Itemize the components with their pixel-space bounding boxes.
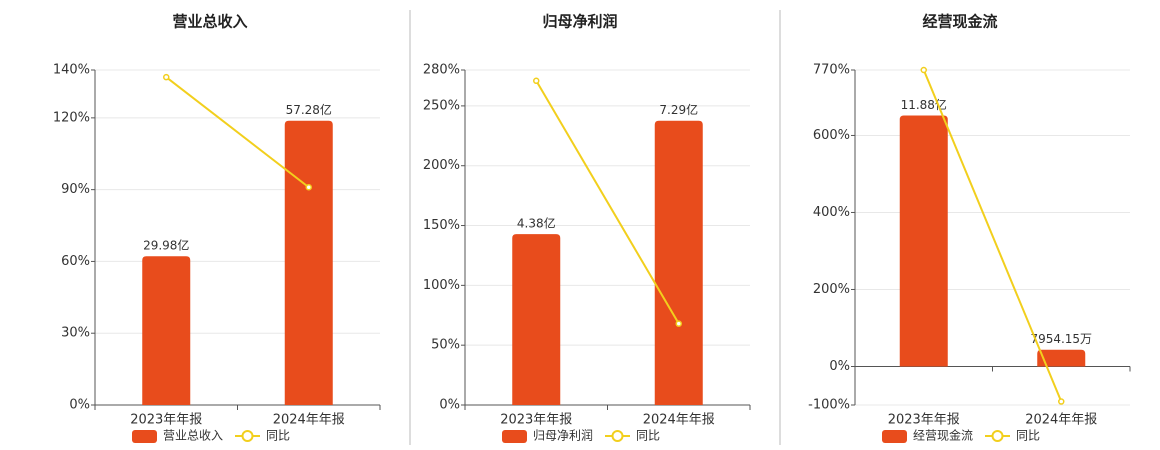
data-label: 11.88亿 bbox=[901, 97, 947, 112]
line bbox=[535, 80, 680, 325]
legend-label: 同比 bbox=[1016, 429, 1040, 443]
y-tick-label: 90% bbox=[61, 182, 90, 197]
y-tick-label: 30% bbox=[61, 326, 90, 341]
legend-label: 同比 bbox=[266, 429, 290, 443]
y-tick-label: 0% bbox=[439, 398, 460, 413]
line bbox=[922, 69, 1063, 402]
legend-label: 同比 bbox=[636, 429, 660, 443]
data-label: 7.29亿 bbox=[659, 102, 698, 117]
y-tick-label: 250% bbox=[423, 98, 460, 113]
y-tick-label: 200% bbox=[813, 282, 850, 297]
y-tick-label: 0% bbox=[69, 398, 90, 413]
data-label: 57.28亿 bbox=[286, 102, 332, 117]
x-tick-label: 2024年年报 bbox=[273, 413, 345, 428]
y-tick-label: 400% bbox=[813, 205, 850, 220]
point bbox=[920, 66, 927, 74]
bar bbox=[1037, 349, 1086, 367]
point bbox=[675, 320, 682, 327]
legend-swatch bbox=[991, 430, 1004, 442]
y-tick-label: 50% bbox=[431, 338, 460, 353]
legend-swatch bbox=[502, 430, 527, 443]
legend-label: 经营现金流 bbox=[913, 428, 973, 443]
y-tick-label: 770% bbox=[813, 63, 850, 78]
bar bbox=[899, 115, 948, 367]
y-tick-label: -100% bbox=[808, 398, 850, 413]
y-tick-label: 0% bbox=[829, 359, 850, 374]
bar bbox=[654, 120, 703, 405]
x-tick-label: 2024年年报 bbox=[643, 413, 715, 428]
bar bbox=[284, 120, 333, 405]
x-tick-label: 2023年年报 bbox=[888, 413, 960, 428]
legend-swatch bbox=[132, 430, 157, 443]
point bbox=[1058, 398, 1065, 405]
legend-label: 归母净利润 bbox=[533, 429, 593, 443]
x-tick-label: 2024年年报 bbox=[1025, 413, 1097, 428]
y-tick-label: 60% bbox=[61, 254, 90, 269]
bar bbox=[512, 234, 561, 405]
y-tick-label: 120% bbox=[53, 110, 90, 125]
data-label: 29.98亿 bbox=[143, 238, 189, 253]
point bbox=[533, 77, 540, 85]
y-tick-label: 200% bbox=[423, 158, 460, 173]
data-label: 7954.15万 bbox=[1030, 332, 1092, 346]
legend-label: 营业总收入 bbox=[163, 429, 223, 443]
y-tick-label: 150% bbox=[423, 218, 460, 233]
x-tick-label: 2023年年报 bbox=[500, 413, 572, 428]
x-tick-label: 2023年年报 bbox=[130, 413, 202, 428]
chart-title: 营业总收入 bbox=[172, 13, 247, 31]
line bbox=[165, 76, 310, 189]
point bbox=[305, 184, 312, 191]
y-tick-label: 600% bbox=[813, 128, 850, 143]
data-label: 4.38亿 bbox=[517, 216, 556, 231]
y-tick-label: 140% bbox=[53, 63, 90, 78]
legend-swatch bbox=[882, 430, 907, 443]
chart-title: 经营现金流 bbox=[922, 13, 997, 31]
legend-swatch bbox=[611, 430, 624, 442]
chart-title: 归母净利润 bbox=[542, 13, 617, 31]
bar bbox=[142, 256, 191, 405]
y-tick-label: 280% bbox=[423, 63, 460, 78]
legend-swatch bbox=[241, 430, 254, 442]
y-tick-label: 100% bbox=[423, 278, 460, 293]
point bbox=[163, 73, 170, 81]
